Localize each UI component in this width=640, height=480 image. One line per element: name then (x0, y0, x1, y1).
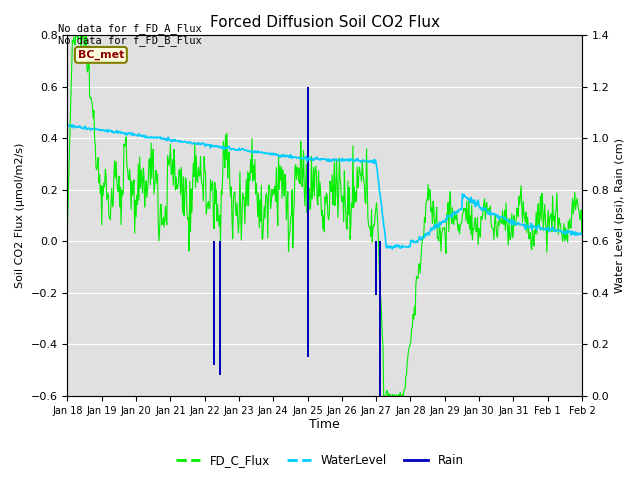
X-axis label: Time: Time (309, 419, 340, 432)
Bar (307, 241, 308, 357)
Legend: FD_C_Flux, WaterLevel, Rain: FD_C_Flux, WaterLevel, Rain (172, 449, 468, 472)
Y-axis label: Water Level (psi), Rain (cm): Water Level (psi), Rain (cm) (615, 138, 625, 293)
Text: No data for f_FD_A_Flux: No data for f_FD_A_Flux (58, 23, 202, 34)
Title: Forced Diffusion Soil CO2 Flux: Forced Diffusion Soil CO2 Flux (210, 15, 440, 30)
Bar (213, 241, 215, 365)
Y-axis label: Soil CO2 Flux (μmol/m2/s): Soil CO2 Flux (μmol/m2/s) (15, 143, 25, 288)
Bar (378, 241, 381, 396)
Bar (375, 241, 377, 296)
Text: BC_met: BC_met (77, 50, 124, 60)
Bar (307, 87, 308, 241)
Text: No data for f_FD_B_Flux: No data for f_FD_B_Flux (58, 35, 202, 46)
Bar (219, 241, 221, 375)
